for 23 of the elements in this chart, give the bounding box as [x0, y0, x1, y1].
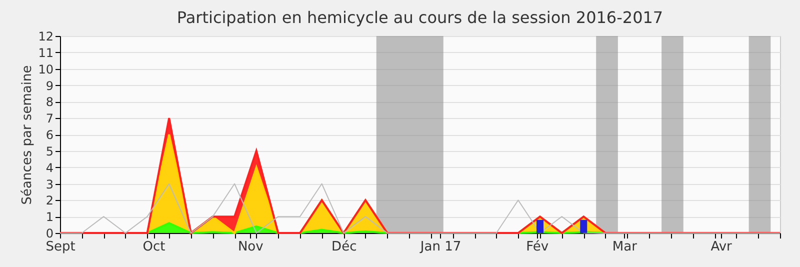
- x-tick-label: Avr: [710, 240, 733, 254]
- y-tick-label: 3: [46, 177, 54, 192]
- y-axis-title: Séances par semaine: [20, 65, 36, 205]
- x-tick-label: Mar: [612, 240, 638, 254]
- y-tick-label: 9: [46, 78, 54, 93]
- x-tick-label: Oct: [142, 240, 166, 254]
- y-tick-label: 5: [46, 144, 54, 158]
- y-tick-label: 4: [46, 160, 54, 175]
- y-tick-label: 1: [46, 210, 54, 224]
- y-tick-label: 2: [46, 194, 54, 208]
- y-tick-label: 8: [46, 95, 54, 110]
- x-tick-label: Sept: [46, 240, 76, 254]
- x-tick-label: Déc: [332, 240, 357, 254]
- chart-title: Participation en hemicycle au cours de la session 2016-2017: [176, 8, 664, 27]
- x-tick-label: Nov: [238, 240, 264, 254]
- y-tick-label: 10: [38, 62, 54, 76]
- y-tick-label: 12: [38, 30, 54, 44]
- y-tick-label: 11: [38, 46, 54, 60]
- y-tick-label: 0: [46, 226, 54, 240]
- y-tick-label: 6: [46, 128, 54, 142]
- x-tick-label: Fév: [526, 240, 549, 254]
- y-tick-label: 7: [46, 112, 54, 126]
- x-tick-label: Jan 17: [419, 240, 462, 254]
